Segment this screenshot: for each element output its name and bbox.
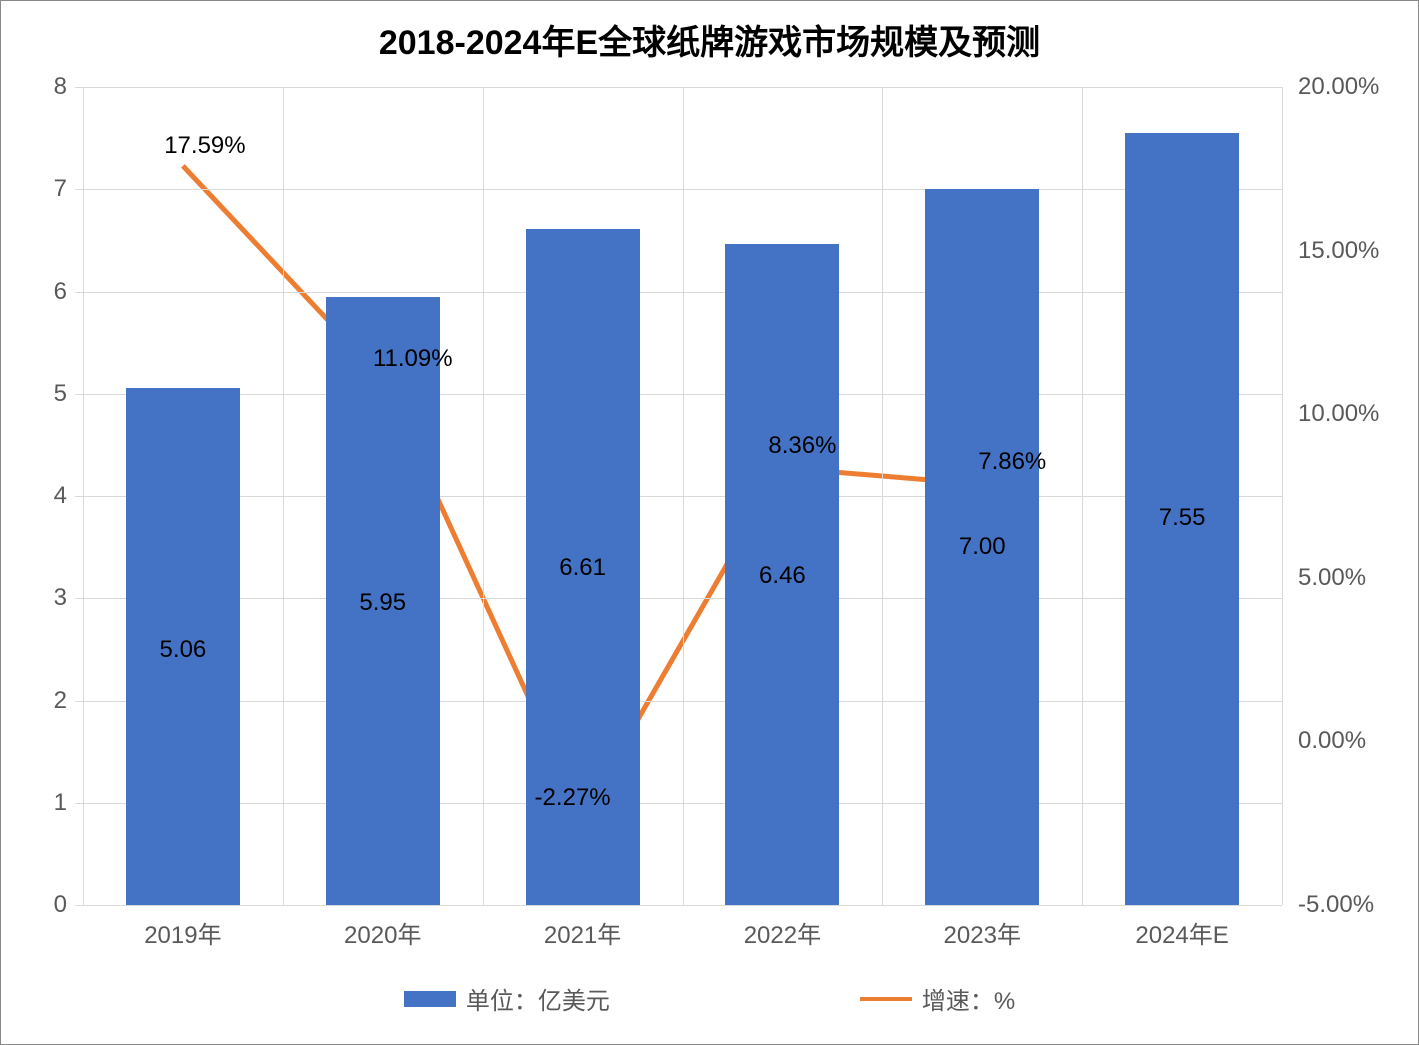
y1-tick-label: 2 — [54, 687, 67, 715]
gridline-v — [1082, 87, 1083, 905]
y2-tick-label: 10.00% — [1298, 400, 1379, 428]
y1-tick-mark — [75, 87, 83, 88]
legend-swatch-line — [860, 997, 912, 1001]
y1-tick-label: 6 — [54, 278, 67, 306]
x-tick-label: 2024年E — [1135, 915, 1228, 950]
gridline-v — [1282, 87, 1283, 905]
y1-tick-mark — [75, 598, 83, 599]
gridline-v — [83, 87, 84, 905]
bar-value-label: 7.00 — [959, 533, 1006, 561]
y1-tick-mark — [75, 905, 83, 906]
line-value-label: 8.36% — [768, 432, 836, 460]
y1-tick-label: 3 — [54, 584, 67, 612]
y1-tick-label: 7 — [54, 175, 67, 203]
bar-value-label: 5.06 — [160, 636, 207, 664]
y1-tick-label: 4 — [54, 482, 67, 510]
x-tick-label: 2023年 — [944, 915, 1021, 950]
line-value-label: 17.59% — [164, 132, 245, 160]
legend-item-line: 增速：% — [860, 981, 1015, 1016]
plot-area: 012345678-5.00%0.00%5.00%10.00%15.00%20.… — [83, 87, 1282, 905]
y1-tick-label: 5 — [54, 380, 67, 408]
line-value-label: -2.27% — [535, 784, 611, 812]
gridline-v — [882, 87, 883, 905]
y2-tick-label: 20.00% — [1298, 73, 1379, 101]
y2-tick-label: 0.00% — [1298, 727, 1366, 755]
y1-tick-mark — [75, 189, 83, 190]
x-tick-label: 2022年 — [744, 915, 821, 950]
legend-swatch-bar — [404, 991, 456, 1007]
bar-value-label: 6.46 — [759, 562, 806, 590]
y1-tick-label: 0 — [54, 891, 67, 919]
y1-tick-mark — [75, 701, 83, 702]
x-tick-label: 2020年 — [344, 915, 421, 950]
bar-value-label: 7.55 — [1159, 504, 1206, 532]
gridline-v — [483, 87, 484, 905]
y2-tick-label: 5.00% — [1298, 564, 1366, 592]
y1-tick-mark — [75, 496, 83, 497]
legend-label-line: 增速：% — [922, 981, 1015, 1016]
gridline-v — [283, 87, 284, 905]
y1-tick-label: 1 — [54, 789, 67, 817]
legend-label-bar: 单位：亿美元 — [466, 981, 610, 1016]
y1-tick-mark — [75, 292, 83, 293]
y2-tick-label: -5.00% — [1298, 891, 1374, 919]
gridline-v — [683, 87, 684, 905]
gridline-h — [83, 905, 1282, 906]
legend-item-bar: 单位：亿美元 — [404, 981, 610, 1016]
legend: 单位：亿美元 增速：% — [1, 981, 1418, 1016]
y1-tick-mark — [75, 394, 83, 395]
y2-tick-label: 15.00% — [1298, 237, 1379, 265]
y1-tick-label: 8 — [54, 73, 67, 101]
bar-value-label: 6.61 — [559, 554, 606, 582]
chart-container: 2018-2024年E全球纸牌游戏市场规模及预测 012345678-5.00%… — [0, 0, 1419, 1045]
bar-value-label: 5.95 — [359, 589, 406, 617]
line-value-label: 7.86% — [978, 448, 1046, 476]
line-value-label: 11.09% — [373, 345, 453, 373]
x-tick-label: 2019年 — [144, 915, 221, 950]
x-tick-label: 2021年 — [544, 915, 621, 950]
y1-tick-mark — [75, 803, 83, 804]
chart-title: 2018-2024年E全球纸牌游戏市场规模及预测 — [1, 1, 1418, 64]
